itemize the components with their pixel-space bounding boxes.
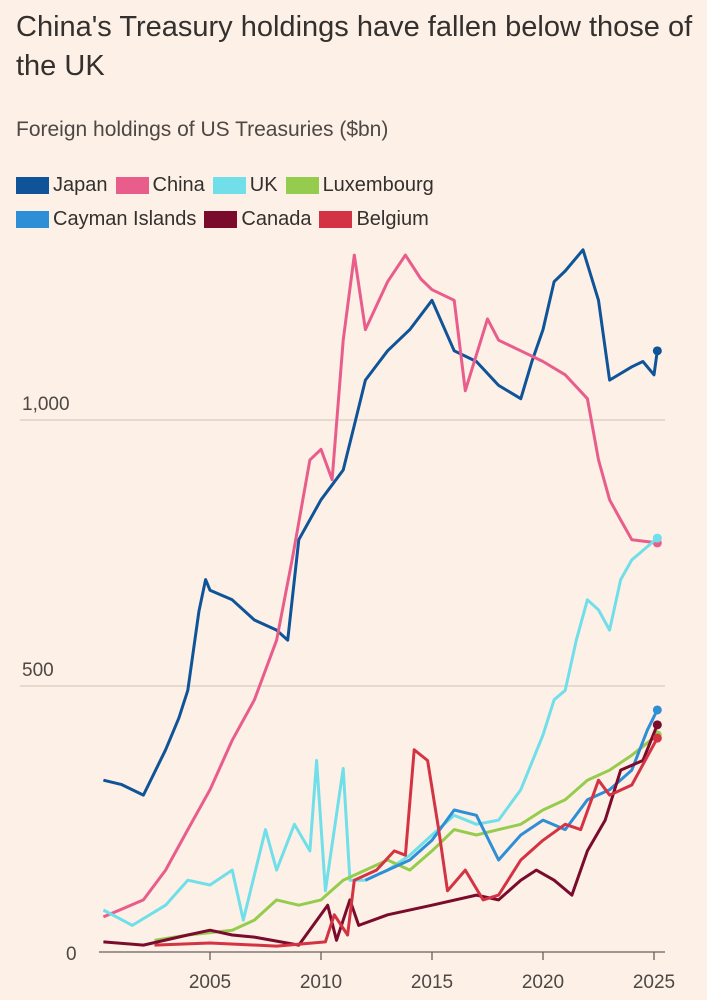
y-tick-label: 500 xyxy=(22,660,54,681)
legend-item-uk: UK xyxy=(212,170,278,201)
series-line-belgium xyxy=(154,737,659,948)
legend-swatch xyxy=(16,177,49,194)
y-tick-label: 0 xyxy=(66,944,77,965)
legend-swatch xyxy=(319,211,353,228)
series-line-luxembourg xyxy=(154,733,659,942)
end-point-cayman-islands xyxy=(652,705,662,715)
legend-item-china: China xyxy=(115,170,205,201)
legend-swatch xyxy=(16,211,49,228)
legend-label: China xyxy=(152,174,205,196)
legend-swatch xyxy=(204,211,238,228)
end-point-japan xyxy=(652,346,662,356)
x-tick-label: 2005 xyxy=(189,972,231,993)
x-tick-label: 2020 xyxy=(522,972,564,993)
legend-swatch xyxy=(285,177,319,194)
legend-swatch xyxy=(212,177,246,194)
legend-label: Japan xyxy=(53,174,108,196)
x-tick-label: 2010 xyxy=(300,972,342,993)
end-point-uk xyxy=(652,533,662,543)
legend-item-luxembourg: Luxembourg xyxy=(285,170,434,201)
series-line-japan xyxy=(103,248,659,797)
chart-title: China's Treasury holdings have fallen be… xyxy=(16,11,693,82)
legend-item-japan: Japan xyxy=(16,170,108,201)
legend: Japan China UK Luxembourg Cayman Islands Cana… xyxy=(16,170,696,238)
legend-item-cayman-islands: Cayman Islands xyxy=(16,204,196,235)
legend-label: Canada xyxy=(241,208,312,230)
series-line-china xyxy=(102,253,658,919)
legend-label: UK xyxy=(249,174,278,196)
series-line-canada xyxy=(103,724,659,947)
legend-item-belgium: Belgium xyxy=(319,204,429,235)
legend-label: Cayman Islands xyxy=(53,208,197,230)
chart-subtitle: Foreign holdings of US Treasuries ($bn) xyxy=(16,118,389,141)
end-point-canada xyxy=(652,720,662,730)
y-tick-label: 1,000 xyxy=(22,394,70,415)
series-line-cayman-islands xyxy=(364,709,659,882)
legend-label: Luxembourg xyxy=(322,174,434,196)
end-point-belgium xyxy=(652,733,662,743)
legend-item-canada: Canada xyxy=(204,204,311,235)
x-tick-label: 2025 xyxy=(633,972,675,993)
x-tick-label: 2015 xyxy=(411,972,453,993)
legend-swatch xyxy=(115,177,149,194)
legend-label: Belgium xyxy=(356,208,429,230)
